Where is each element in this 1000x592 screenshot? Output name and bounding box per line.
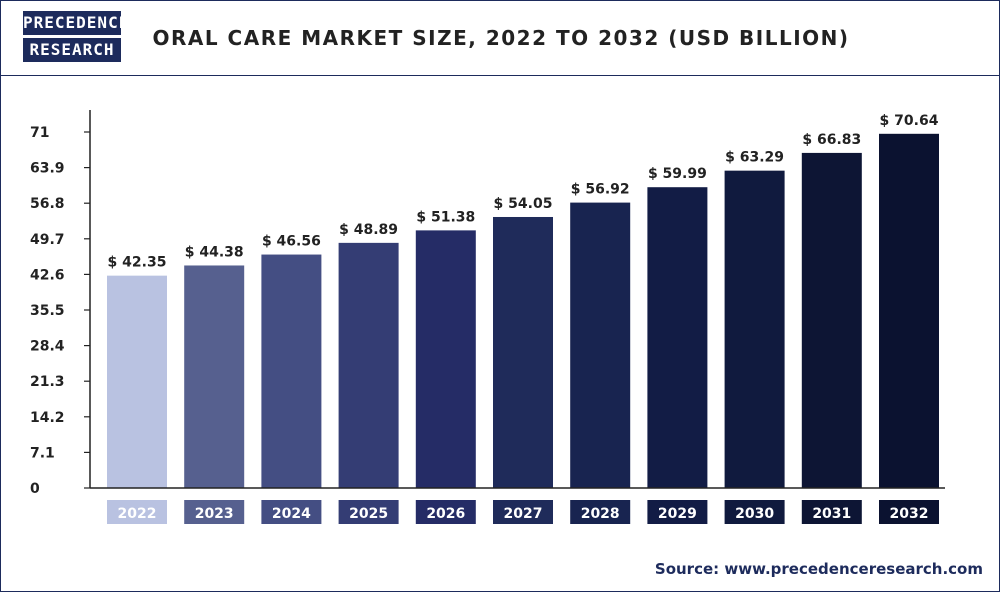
bar [184, 265, 245, 488]
bar [493, 216, 553, 488]
x-tick-label: 2026 [426, 506, 465, 522]
chart-title: ORAL CARE MARKET SIZE, 2022 TO 2032 (USD… [152, 26, 850, 50]
x-label-box [801, 500, 862, 524]
x-label-box [724, 500, 785, 524]
y-tick-label: 28.4 [30, 339, 65, 355]
x-label-box [338, 500, 399, 524]
logo-line-2: RESEARCH [23, 38, 121, 62]
data-label: $ 70.64 [880, 113, 939, 129]
data-label: $ 48.89 [339, 222, 398, 238]
bar [107, 275, 167, 488]
data-label: $ 42.35 [108, 255, 167, 271]
data-label: $ 46.56 [262, 234, 321, 250]
x-tick-label: 2022 [118, 506, 157, 522]
bar [801, 152, 862, 488]
y-tick-label: 71 [30, 125, 49, 141]
value-labels: $ 42.35 $ 44.38 $ 46.56 $ 48.89 $ 51.38 $ 54.… [108, 113, 939, 271]
source-note: Source: www.precedenceresearch.com [654, 560, 983, 578]
y-tick-label: 0 [30, 481, 40, 497]
y-tick-label: 14.2 [30, 410, 65, 426]
y-tick-label: 42.6 [30, 267, 65, 283]
x-label-box [879, 500, 939, 524]
x-label-box [493, 500, 553, 524]
bars [107, 133, 939, 489]
x-tick-label: 2027 [504, 506, 543, 522]
bar [724, 170, 785, 489]
data-label: $ 44.38 [185, 244, 244, 260]
x-label-box [570, 500, 631, 524]
bar [647, 187, 708, 488]
x-label-box [415, 500, 476, 524]
data-label: $ 63.29 [725, 150, 784, 166]
data-label: $ 66.83 [802, 132, 861, 148]
logo-line-1: PRECEDENCE [23, 11, 128, 35]
y-axis: 0 7.1 14.2 21.3 28.4 35.5 42.6 49.7 56.8 63.9 71 [30, 125, 90, 497]
x-tick-label: 2024 [272, 506, 311, 522]
x-tick-label: 2029 [658, 506, 697, 522]
y-tick-label: 63.9 [30, 161, 65, 177]
y-tick-label: 35.5 [30, 303, 65, 319]
y-tick-label: 7.1 [30, 445, 55, 461]
bar [879, 133, 939, 489]
bar [261, 254, 322, 488]
y-tick-label: 49.7 [30, 232, 65, 248]
y-tick-label: 56.8 [30, 196, 65, 212]
x-label-box [647, 500, 708, 524]
precedence-research-logo: PRECEDENCE RESEARCH [23, 11, 128, 63]
x-label-box [261, 500, 322, 524]
x-label-box [107, 500, 167, 524]
data-label: $ 56.92 [571, 182, 630, 198]
x-tick-label: 2023 [195, 506, 234, 522]
bar [570, 202, 631, 488]
data-label: $ 51.38 [416, 209, 475, 225]
x-tick-label: 2030 [735, 506, 774, 522]
bar [338, 242, 399, 488]
x-tick-label: 2025 [349, 506, 388, 522]
x-tick-label: 2031 [812, 506, 851, 522]
x-tick-label: 2032 [890, 506, 929, 522]
y-tick-label: 21.3 [30, 374, 65, 390]
header: PRECEDENCE RESEARCH ORAL CARE MARKET SIZ… [1, 1, 999, 76]
x-tick-label: 2028 [581, 506, 620, 522]
x-label-box [184, 500, 245, 524]
x-axis-labels: 2022 2023 2024 2025 2026 2027 2028 2029 2030 2031… [107, 500, 939, 524]
bar [415, 230, 476, 488]
data-label: $ 59.99 [648, 166, 707, 182]
data-label: $ 54.05 [494, 196, 553, 212]
